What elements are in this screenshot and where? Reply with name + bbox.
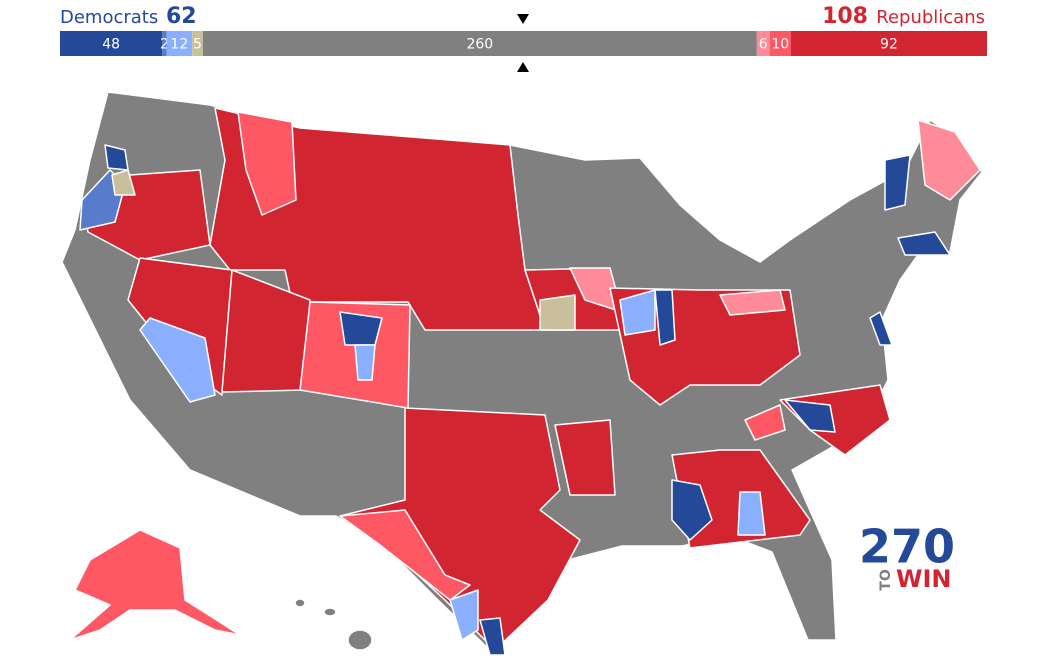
blue-region xyxy=(339,311,383,346)
seat-count: 10 xyxy=(771,37,789,53)
seat-segment xyxy=(166,31,193,56)
hawaii xyxy=(323,607,337,617)
seat-count: 260 xyxy=(466,37,493,53)
light-blue-region xyxy=(139,317,216,403)
rep-label: Republicans xyxy=(876,7,985,28)
red-region xyxy=(237,111,297,216)
red-region xyxy=(554,419,616,496)
light-blue-region xyxy=(354,344,376,381)
blue-region xyxy=(897,231,951,256)
seat-segment xyxy=(162,31,167,56)
seat-segment xyxy=(756,31,770,56)
seat-segment xyxy=(790,31,987,56)
red-region xyxy=(339,407,581,651)
tossup-region xyxy=(111,169,136,196)
seat-segment xyxy=(60,31,163,56)
red-region xyxy=(339,509,471,601)
logo-win: WIN xyxy=(896,565,952,593)
tossup-region xyxy=(539,294,576,331)
seat-segment xyxy=(192,31,203,56)
dem-total: 62 xyxy=(166,4,197,29)
seat-bar: 48 2 12 5 260 6 10 92 xyxy=(60,31,987,56)
seat-count: 48 xyxy=(102,37,120,53)
hawaii xyxy=(294,598,306,608)
light-blue-region xyxy=(449,589,479,641)
hawaii xyxy=(347,629,373,651)
pink-region xyxy=(719,289,786,316)
blue-region xyxy=(654,289,676,346)
blue-region xyxy=(671,479,713,541)
logo-number: 270 xyxy=(859,520,955,574)
dem-label: Democrats xyxy=(60,7,158,28)
midpoint-marker xyxy=(517,62,529,72)
seat-count: 2 xyxy=(160,37,169,53)
rep-total: 108 xyxy=(822,4,868,29)
blue-region xyxy=(784,399,836,433)
red-region xyxy=(744,404,786,441)
blue-region xyxy=(869,311,893,346)
alaska xyxy=(69,529,241,641)
blue-region xyxy=(479,617,506,656)
seat-count: 92 xyxy=(880,37,898,53)
seat-count: 5 xyxy=(193,37,202,53)
us-map xyxy=(61,91,983,656)
blue-region xyxy=(884,154,911,211)
seat-count: 6 xyxy=(759,37,768,53)
pink-region xyxy=(917,119,981,201)
seat-segment xyxy=(202,31,757,56)
seat-count: 12 xyxy=(170,37,188,53)
light-blue-region xyxy=(737,491,766,536)
logo-to: TO xyxy=(878,569,894,591)
light-blue-region xyxy=(619,289,656,336)
seat-segment xyxy=(769,31,791,56)
midpoint-marker xyxy=(517,14,529,24)
